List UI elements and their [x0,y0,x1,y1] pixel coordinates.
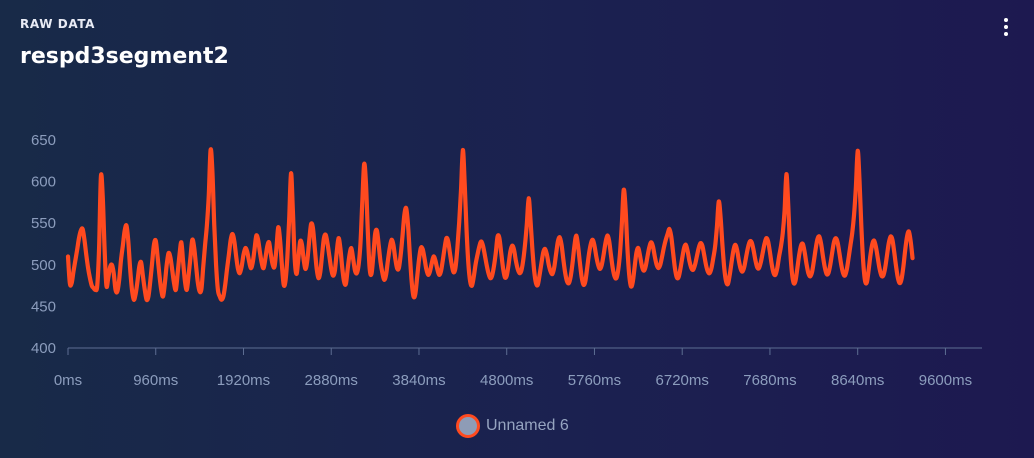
x-tick-label: 1920ms [217,372,270,389]
legend-label: Unnamed 6 [486,417,569,434]
more-vertical-icon[interactable] [998,16,1014,38]
legend-item-unnamed-6[interactable]: Unnamed 6 [456,413,569,439]
y-tick-label: 400 [31,340,56,357]
x-tick-label: 9600ms [919,372,972,389]
x-tick-label: 8640ms [831,372,884,389]
legend-swatch [456,414,480,438]
y-tick-label: 500 [31,257,56,274]
series-layer [65,147,915,303]
x-tick-label: 2880ms [305,372,358,389]
y-tick-label: 450 [31,298,56,315]
card-eyebrow: RAW DATA [20,17,96,31]
y-tick-label: 600 [31,174,56,191]
y-tick-label: 650 [31,132,56,149]
x-tick-label: 4800ms [480,372,533,389]
x-axis: 0ms 960ms 1920ms 2880ms 3840ms 4800ms 5760ms 67… [54,347,982,389]
x-tick-label: 6720ms [656,372,709,389]
x-tick-label: 0ms [54,372,82,389]
x-tick-label: 5760ms [568,372,621,389]
series-line [65,147,915,303]
y-axis: 400 450 500 550 600 650 [31,132,56,357]
chart-title: respd3segment2 [20,44,229,69]
x-tick-label: 7680ms [743,372,796,389]
y-tick-label: 550 [31,215,56,232]
x-tick-label: 3840ms [392,372,445,389]
x-tick-label: 960ms [133,372,178,389]
